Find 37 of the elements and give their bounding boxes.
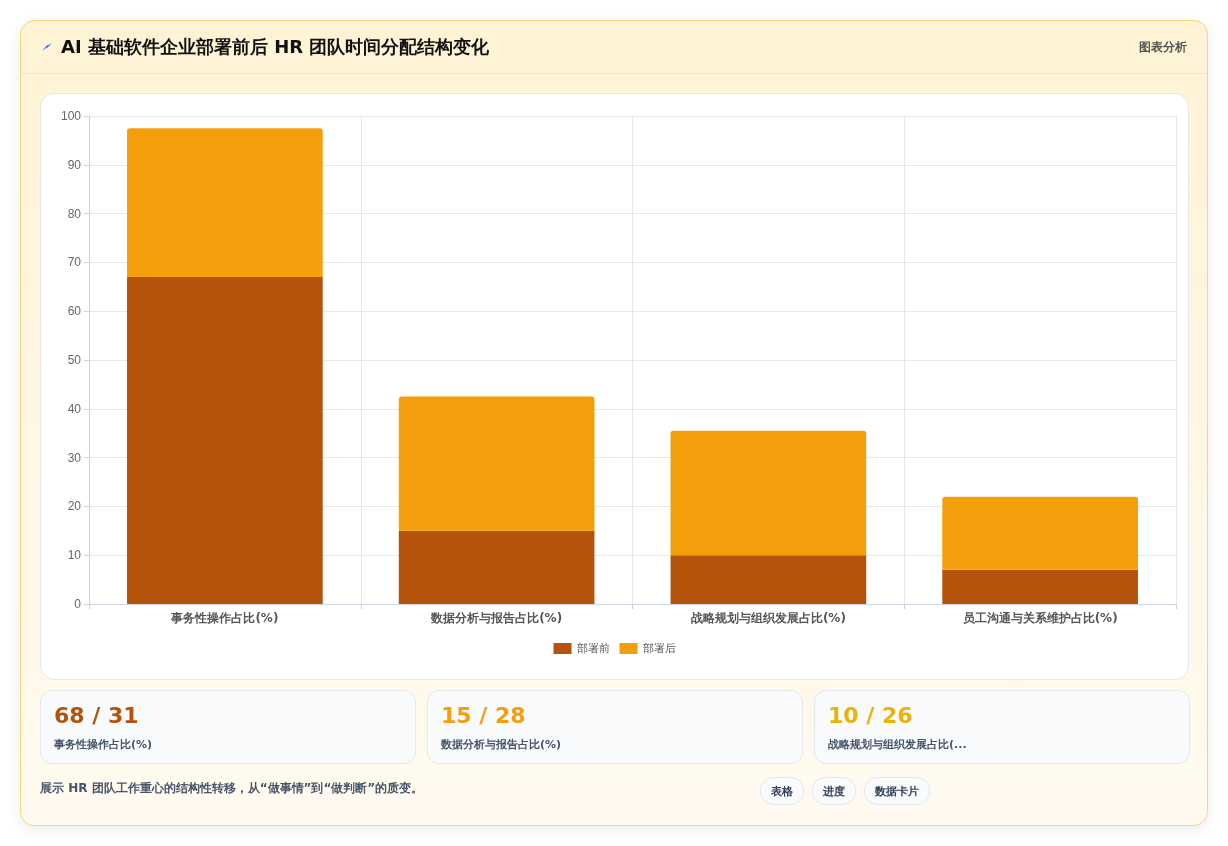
bar [942,496,1138,570]
y-tick-label: 80 [67,206,82,221]
text: 事务性操作占比(%) [54,737,153,752]
text: 战略规划与组织发展占比(... [828,737,967,752]
y-tick-label: 60 [67,304,82,319]
y-tick-label: 100 [60,109,82,123]
bar [670,555,867,604]
y-tick-label: 30 [67,450,82,465]
text: 数据分析与报告占比(%) [441,737,562,752]
bar [670,430,867,556]
text: 15 / 28 [441,703,526,728]
y-tick-label: 50 [67,353,82,367]
y-tick-label: 70 [67,255,82,270]
y-tick-label: 20 [67,499,82,514]
text: 展示 HR 团队工作重心的结构性转移，从“做事情”到“做判断”的质变。 [40,780,424,797]
x-tick-label: 事务性操作占比(%) [170,611,279,625]
text: 数据卡片 [864,777,930,805]
text: 进度 [812,777,856,805]
bar [127,277,323,604]
x-tick-label: 员工沟通与关系维护占比(%) [962,611,1118,625]
y-tick-label: 0 [74,597,82,611]
x-tick-label: 战略规划与组织发展占比(%) [690,611,846,625]
text: 图表分析 [1139,38,1187,56]
legend-label: 部署前 [576,642,610,655]
y-tick-label: 10 [67,548,82,563]
bar [398,530,595,604]
bar [398,396,595,531]
text: 表格 [760,777,804,805]
chart-title: AI 基础软件企业部署前后 HR 团队时间分配结构变化 [61,35,490,59]
x-tick-label: 数据分析与报告占比(%) [430,611,563,625]
bar [942,569,1138,604]
y-tick-label: 40 [67,401,82,416]
bar [127,128,323,278]
text: 10 / 26 [828,703,913,728]
legend-label: 部署后 [642,642,676,655]
text: 68 / 31 [54,703,139,728]
y-tick-label: 90 [67,157,82,172]
